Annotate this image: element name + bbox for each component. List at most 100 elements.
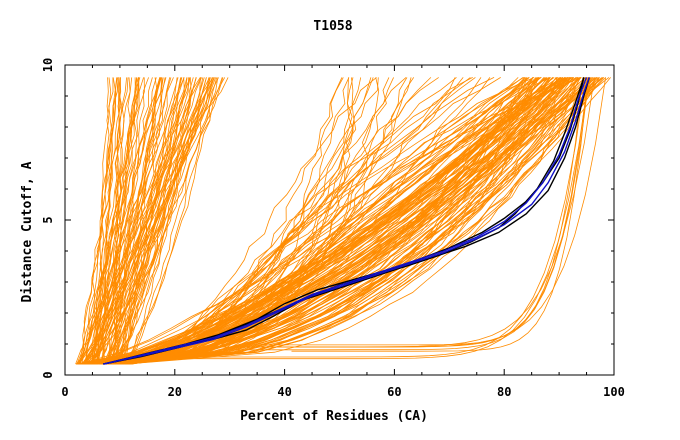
background-series-line [108,77,605,365]
background-series-line [102,77,588,365]
highlight-series-group [103,77,590,365]
background-series-line [77,77,144,365]
background-series-group [75,77,611,365]
background-series-line [85,77,119,365]
x-tick-label: 0 [61,385,68,399]
background-series-line [110,77,344,365]
background-series-line [85,77,145,365]
background-series-line [90,77,540,365]
background-series-line [126,77,415,365]
background-series-line [81,77,224,365]
y-tick-label: 5 [41,216,55,223]
background-series-line [107,77,197,365]
axis-ticks [64,64,615,376]
chart-title: T1058 [313,19,352,34]
x-axis-label: Percent of Residues (CA) [240,409,428,424]
background-series-line [90,77,122,365]
background-series-line [121,77,600,365]
background-series-line [82,77,542,365]
background-series-line [103,77,213,365]
background-series-line [90,77,539,365]
background-series-line [88,77,153,365]
background-series-line [113,77,587,365]
background-series-line [101,77,575,365]
background-series-line [129,77,482,365]
background-series-line [99,77,374,365]
background-series-line [91,77,127,365]
background-series-line [76,77,191,365]
background-series-line [90,77,215,365]
background-series-line [84,77,501,365]
x-tick-label: 80 [497,385,511,399]
x-tick-labels: 0 20 40 60 80 100 [61,385,624,399]
background-series-line [119,77,139,365]
background-series-line [129,77,579,365]
background-series-line [81,77,140,365]
background-series-line [153,77,586,358]
background-series-line [111,77,587,365]
background-series-line [152,77,590,360]
x-tick-label: 100 [603,385,625,399]
background-series-line [118,77,581,365]
background-series-line [123,77,179,365]
background-series-line [106,77,572,365]
background-series-line [106,77,201,365]
background-series-line [108,77,191,365]
background-series-line [217,77,590,351]
background-series-line [128,77,577,365]
background-series-line [126,77,570,365]
x-tick-label: 20 [168,385,182,399]
highlight-series-line [103,77,588,365]
background-series-line [81,77,217,365]
background-series-line [89,77,164,365]
background-series-line [92,77,551,365]
background-series-line [106,77,542,365]
background-series-line [83,77,183,365]
background-series-line [119,77,161,365]
background-series-line [90,77,343,365]
y-tick-label: 0 [41,371,55,378]
y-tick-labels: 0 5 10 [41,58,55,379]
background-series-line [100,77,377,365]
background-series-line [123,77,215,365]
background-series-line [88,77,157,365]
background-series-line [121,77,569,365]
highlight-series-line [103,77,590,365]
background-series-line [117,77,123,365]
background-series-line [91,77,573,365]
background-series-line [105,77,226,365]
background-series-line [105,77,181,365]
background-series-line [85,77,559,365]
background-series-line [97,77,362,365]
background-series-line [88,77,591,365]
x-tick-label: 60 [387,385,401,399]
background-series-line [130,77,579,365]
background-series-line [110,77,194,365]
background-series-line [103,77,473,365]
background-series-line [91,77,182,365]
background-series-line [78,77,136,365]
background-series-line [82,77,476,365]
background-series-line [96,77,161,365]
x-tick-label: 40 [277,385,291,399]
background-series-line [88,77,527,365]
background-series-line [83,77,562,365]
background-series-line [125,77,592,365]
background-series-line [101,77,572,365]
background-series-line [93,77,354,365]
background-series-line [118,77,185,365]
y-tick-label: 10 [41,58,55,72]
background-series-line [124,77,554,365]
background-series-line [127,77,588,365]
background-series-line [103,77,394,365]
background-series-line [116,77,599,365]
background-series-line [151,77,595,348]
background-series-line [92,77,229,365]
y-axis-label: Distance Cutoff, A [20,161,35,302]
background-series-line [110,77,464,365]
background-series-line [103,77,350,365]
background-series-line [81,77,579,365]
background-series-line [118,77,215,365]
background-series-line [121,77,432,365]
